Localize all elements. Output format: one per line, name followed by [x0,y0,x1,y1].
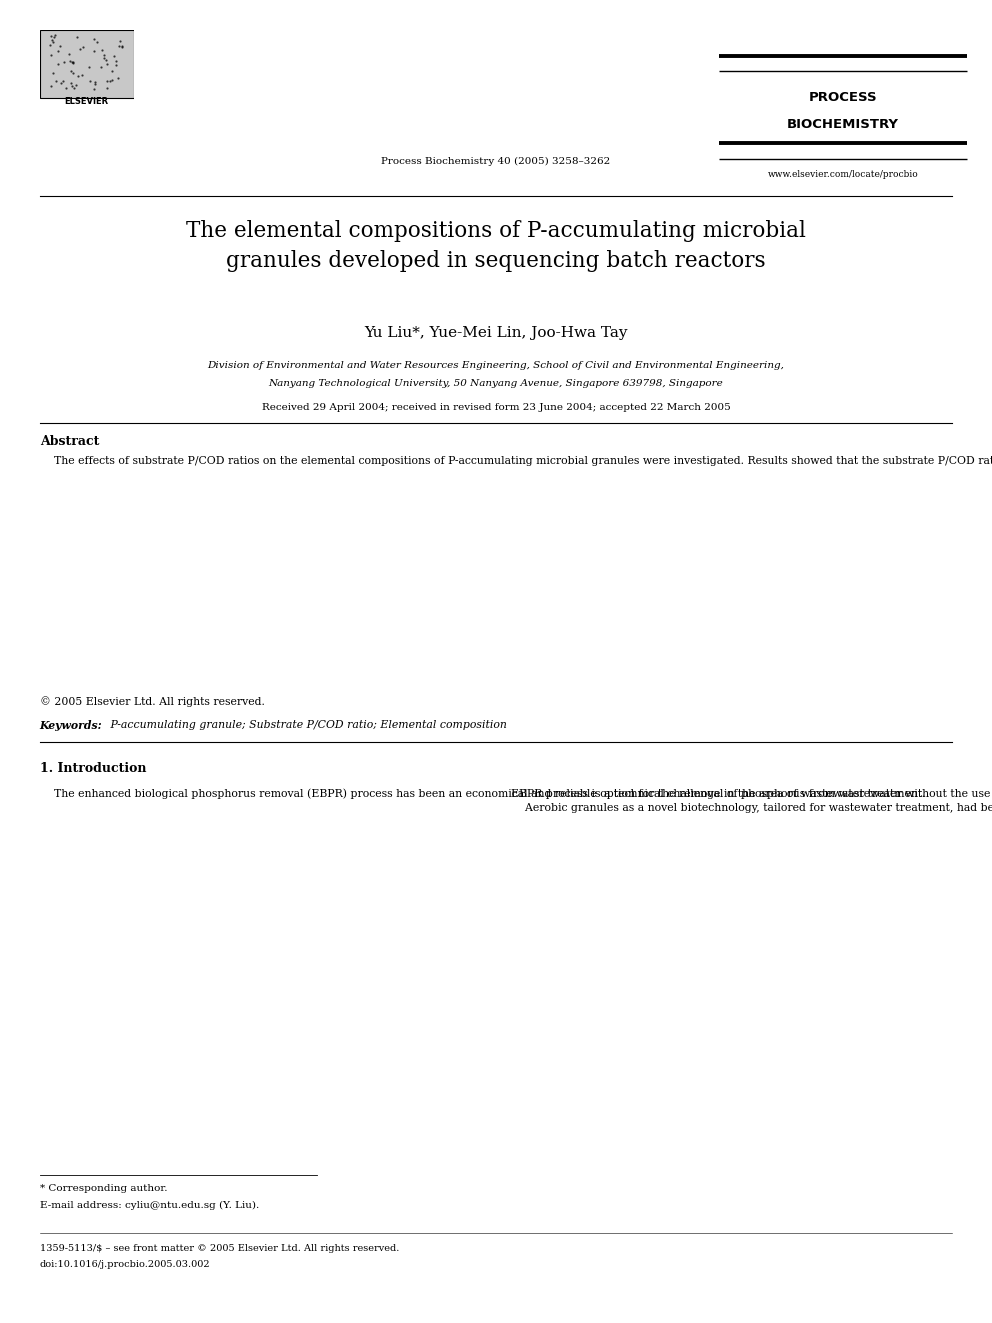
Text: © 2005 Elsevier Ltd. All rights reserved.: © 2005 Elsevier Ltd. All rights reserved… [40,696,265,706]
Text: Process Biochemistry 40 (2005) 3258–3262: Process Biochemistry 40 (2005) 3258–3262 [381,157,611,165]
Text: The enhanced biological phosphorus removal (EBPR) process has been an economical: The enhanced biological phosphorus remov… [40,789,992,799]
Text: 1359-5113/$ – see front matter © 2005 Elsevier Ltd. All rights reserved.: 1359-5113/$ – see front matter © 2005 El… [40,1245,399,1253]
Text: The elemental compositions of P-accumulating microbial
granules developed in seq: The elemental compositions of P-accumula… [186,220,806,273]
Text: PROCESS: PROCESS [808,91,878,105]
Text: www.elsevier.com/locate/procbio: www.elsevier.com/locate/procbio [768,171,919,179]
Text: doi:10.1016/j.procbio.2005.03.002: doi:10.1016/j.procbio.2005.03.002 [40,1261,210,1269]
Text: ELSEVIER: ELSEVIER [64,97,109,106]
Bar [40,30,134,98]
Text: * Corresponding author.: * Corresponding author. [40,1184,168,1192]
Text: Keywords:: Keywords: [40,720,102,730]
Text: BIOCHEMISTRY: BIOCHEMISTRY [788,118,899,131]
Text: EBPR process is a technical challenge in the area of wastewater treatment.
    A: EBPR process is a technical challenge in… [511,789,992,812]
Text: Division of Environmental and Water Resources Engineering, School of Civil and E: Division of Environmental and Water Reso… [207,361,785,369]
Text: The effects of substrate P/COD ratios on the elemental compositions of P-accumul: The effects of substrate P/COD ratios on… [40,456,992,467]
Text: E-mail address: cyliu@ntu.edu.sg (Y. Liu).: E-mail address: cyliu@ntu.edu.sg (Y. Liu… [40,1201,259,1209]
Text: Abstract: Abstract [40,435,99,448]
Text: Received 29 April 2004; received in revised form 23 June 2004; accepted 22 March: Received 29 April 2004; received in revi… [262,404,730,411]
Text: P-accumulating granule; Substrate P/COD ratio; Elemental composition: P-accumulating granule; Substrate P/COD … [107,720,507,730]
Text: Yu Liu*, Yue-Mei Lin, Joo-Hwa Tay: Yu Liu*, Yue-Mei Lin, Joo-Hwa Tay [364,327,628,340]
Text: Nanyang Technological University, 50 Nanyang Avenue, Singapore 639798, Singapore: Nanyang Technological University, 50 Nan… [269,380,723,388]
Text: 1. Introduction: 1. Introduction [40,762,146,775]
